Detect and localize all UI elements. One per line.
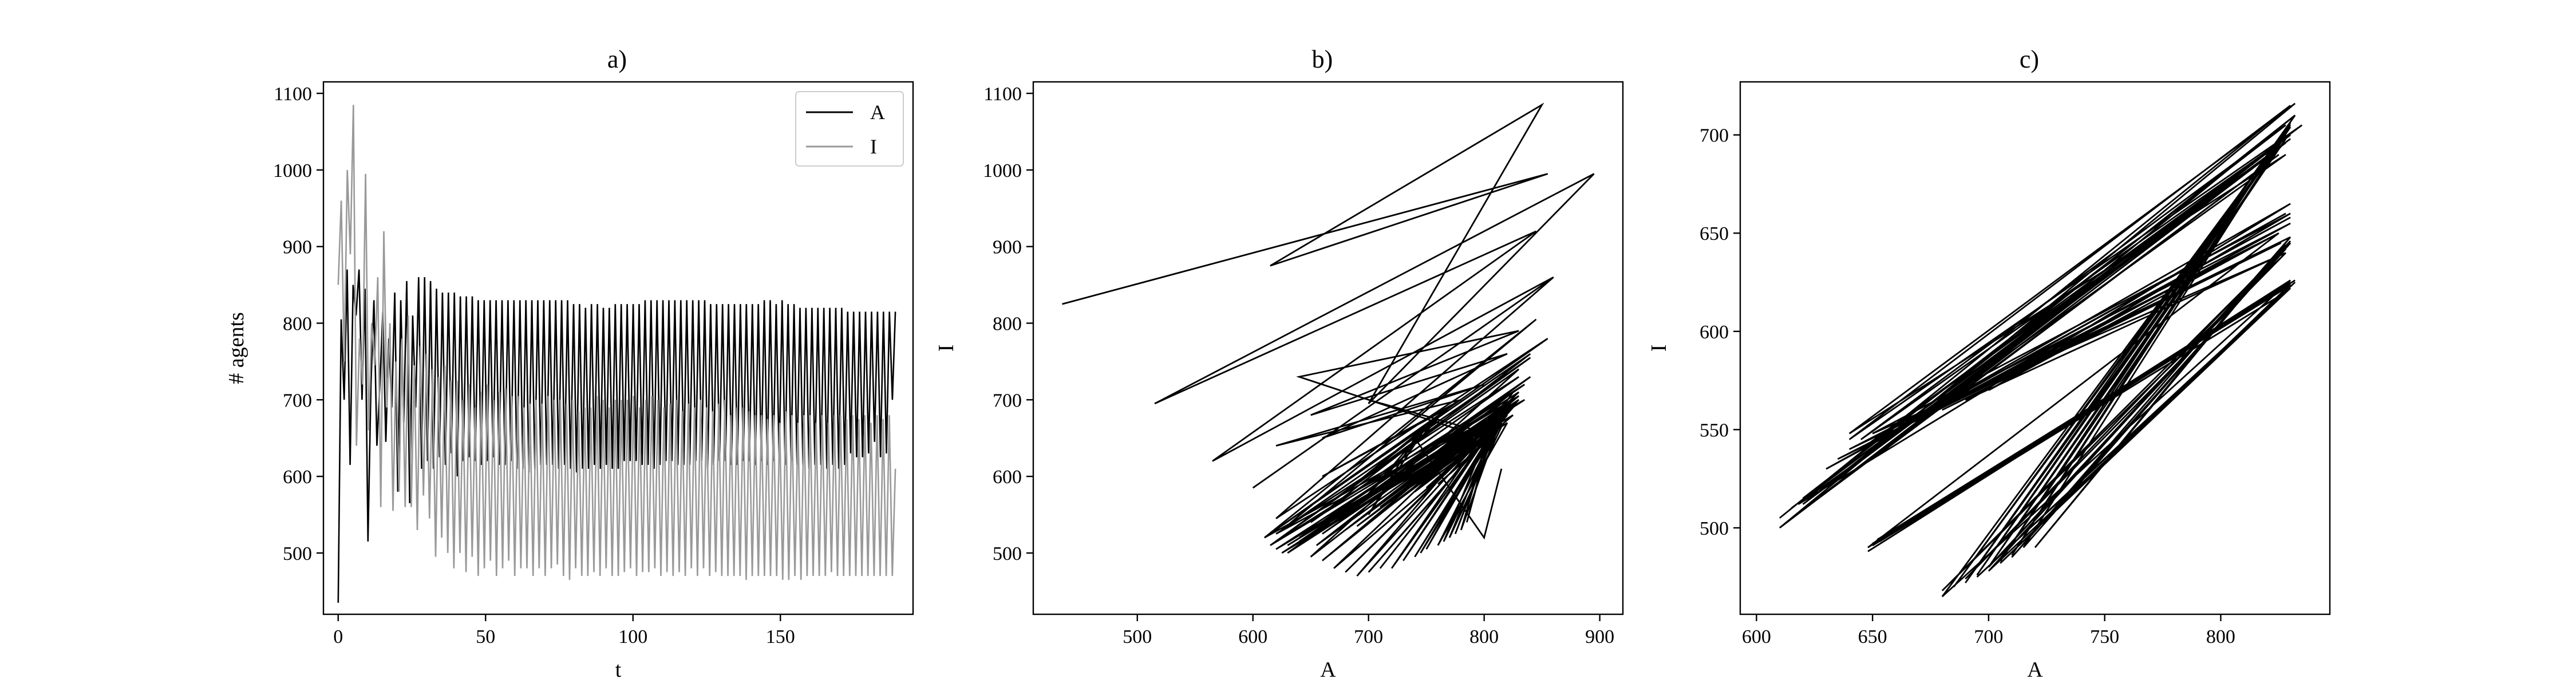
y-tick-label: 1100 — [274, 84, 312, 105]
x-tick-label: 750 — [2090, 626, 2119, 647]
y-tick-label: 800 — [283, 314, 312, 335]
y-tick-label: 600 — [283, 467, 312, 488]
x-tick-label: 500 — [1123, 626, 1152, 647]
legend-box — [795, 91, 904, 167]
x-tick-label: 900 — [1585, 626, 1614, 647]
y-tick-label: 1000 — [273, 160, 312, 181]
panel-c-x-label: A — [2027, 658, 2043, 682]
y-tick-label: 1000 — [983, 160, 1022, 181]
panel-b-lines — [1062, 102, 1595, 577]
panel-a-legend: A I — [795, 91, 904, 167]
panel-b-x-label: A — [1320, 658, 1336, 682]
panel-a-title: a) — [607, 45, 627, 73]
y-tick-label: 500 — [283, 543, 312, 564]
y-tick-label: 550 — [1700, 420, 1729, 441]
panel-c: c) 600 650 700 750 800 500 550 600 650 700 A I — [1647, 45, 2331, 682]
x-tick-label: 100 — [618, 626, 647, 647]
legend-label-a: A — [870, 101, 885, 124]
panel-b: b) 500 600 700 800 900 500 600 700 800 900 1000 11… — [934, 45, 1624, 682]
panel-c-y-label: I — [1647, 345, 1671, 352]
panel-c-lines — [1779, 102, 2303, 598]
y-tick-label: 700 — [283, 390, 312, 411]
y-tick-label: 650 — [1700, 223, 1729, 244]
x-tick-label: 700 — [1974, 626, 2003, 647]
y-tick-label: 1100 — [983, 84, 1022, 105]
y-tick-label: 700 — [1700, 125, 1729, 147]
x-tick-label: 600 — [1742, 626, 1771, 647]
y-tick-label: 900 — [283, 237, 312, 258]
y-tick-label: 600 — [1700, 322, 1729, 343]
panel-b-y-label: I — [934, 345, 958, 352]
panel-b-title: b) — [1312, 45, 1333, 73]
panel-b-axes-frame — [1032, 81, 1624, 615]
panel-a-y-ticks: 500 600 700 800 900 1000 1100 — [273, 84, 323, 564]
x-tick-label: 650 — [1858, 626, 1887, 647]
panel-a-x-ticks: 0 50 100 150 — [333, 614, 795, 647]
panel-b-x-ticks: 500 600 700 800 900 — [1123, 614, 1614, 647]
series-line-a-0 — [337, 269, 896, 603]
x-tick-label: 800 — [2206, 626, 2235, 647]
y-tick-label: 600 — [993, 467, 1022, 488]
y-tick-label: 900 — [993, 237, 1022, 258]
y-tick-label: 700 — [993, 390, 1022, 411]
x-tick-label: 0 — [333, 626, 343, 647]
series-line-a-1 — [337, 105, 896, 580]
panel-c-x-ticks: 600 650 700 750 800 — [1742, 614, 2235, 647]
y-tick-label: 500 — [1700, 518, 1729, 539]
x-tick-label: 50 — [476, 626, 495, 647]
x-tick-label: 700 — [1354, 626, 1383, 647]
x-tick-label: 800 — [1469, 626, 1499, 647]
legend-label-i: I — [870, 135, 877, 158]
panel-a-y-label: # agents — [224, 312, 248, 384]
y-tick-label: 800 — [993, 314, 1022, 335]
panel-a-lines — [337, 105, 896, 603]
panel-b-y-ticks: 500 600 700 800 900 1000 1100 — [983, 84, 1033, 564]
panel-a-axes-frame — [322, 81, 914, 615]
series-line-c-0 — [1779, 102, 2303, 598]
y-tick-label: 500 — [993, 543, 1022, 564]
panel-c-axes-frame — [1739, 81, 2331, 615]
panel-c-y-ticks: 500 550 600 650 700 — [1700, 125, 1740, 539]
x-tick-label: 600 — [1238, 626, 1267, 647]
panel-a: a) 0 50 100 150 500 600 700 800 900 1000 1100 t #… — [224, 45, 914, 682]
x-tick-label: 150 — [766, 626, 795, 647]
series-line-b-0 — [1062, 102, 1595, 577]
panel-c-title: c) — [2020, 45, 2039, 73]
panel-a-x-label: t — [615, 658, 622, 682]
